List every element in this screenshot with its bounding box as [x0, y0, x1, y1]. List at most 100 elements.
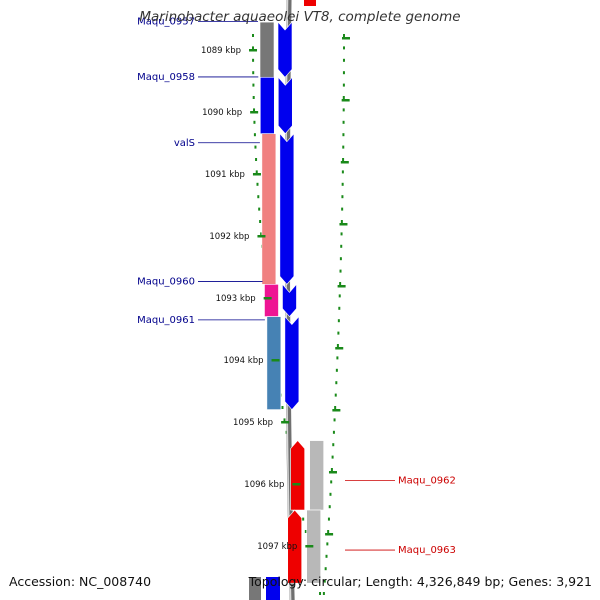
- ruler-dot-right: [335, 381, 338, 385]
- ruler-dot-right: [342, 96, 345, 99]
- ruler-dot-right: [330, 468, 333, 471]
- gene-strand-arrow: [290, 440, 305, 511]
- ruler-tick-left: [292, 483, 301, 486]
- ruler-tick-right: [341, 99, 350, 102]
- ruler-tick-right: [328, 471, 337, 474]
- ruler-dot-right: [342, 58, 345, 62]
- gene-strand-arrow: [287, 509, 303, 584]
- ruler-dot-right: [326, 542, 329, 546]
- ruler-dot-left: [302, 517, 305, 521]
- ruler-dot-left: [254, 145, 257, 149]
- ruler-dot-right: [341, 170, 344, 174]
- ruler-dot-left: [256, 182, 259, 186]
- ruler-dot-right: [337, 331, 340, 335]
- ruler-tick-left: [250, 111, 259, 114]
- ruler-tick-left: [281, 421, 290, 424]
- ruler-tick-label: 1090 kbp: [202, 108, 242, 118]
- ruler-dot-right: [342, 108, 345, 112]
- ruler-dot-left: [281, 406, 284, 409]
- gene-class-bar: [261, 133, 277, 285]
- ruler-tick-label: 1097 kbp: [257, 542, 297, 552]
- ruler-dot-left: [252, 58, 255, 62]
- ruler-dot-right: [340, 244, 343, 248]
- ruler-dot-right: [325, 554, 328, 558]
- ruler-tick-right: [337, 285, 346, 288]
- ruler-tick-left: [305, 545, 314, 548]
- ruler-dot-left: [259, 220, 262, 223]
- ruler-dot-right: [334, 393, 337, 397]
- ruler-dot-right: [329, 492, 332, 496]
- ruler-dot-left: [253, 120, 256, 124]
- ruler-dot-right: [328, 505, 331, 509]
- ruler-dot-right: [338, 306, 341, 310]
- ruler-ticks: 1089 kbp 1090 kbp 1091 kbp 1092 kbp 1093 kbp…: [201, 37, 350, 552]
- ruler-dot-left: [253, 108, 256, 112]
- ruler-dot-right: [342, 71, 345, 75]
- ruler-dot-left: [252, 34, 255, 37]
- gene-strand-arrow: [284, 315, 300, 411]
- ruler-dot-right: [332, 443, 335, 447]
- gene-label: Maqu_0958: [137, 72, 195, 83]
- ruler-dot-left: [255, 170, 258, 174]
- ruler-dot-left: [304, 530, 307, 533]
- gene-class-bar: [266, 316, 282, 410]
- ruler-dot-right: [332, 430, 335, 434]
- ruler-dot-left: [253, 133, 256, 137]
- partial-gene-bottom-strand: [266, 577, 280, 600]
- ruler-dot-right: [322, 592, 325, 595]
- gene-label: Maqu_0962: [398, 476, 456, 487]
- ruler-dot-right: [342, 133, 345, 137]
- gene-class-bar: [259, 21, 275, 78]
- accession-text: Accession: NC_008740: [9, 574, 152, 589]
- ruler-dot-right: [339, 269, 342, 273]
- map-title: Marinobacter aquaeolei VT8, complete gen…: [139, 9, 461, 25]
- ruler-tick-right: [335, 347, 344, 350]
- ruler-dot-left: [252, 46, 255, 50]
- ruler-tick-left: [271, 359, 280, 362]
- ruler-tick-left: [252, 173, 261, 176]
- ruler-dot-right: [338, 294, 341, 298]
- ruler-dot-right: [342, 46, 345, 50]
- gene-class-bar: [309, 440, 324, 511]
- ruler-tick-left: [249, 49, 258, 52]
- ruler-dot-right: [335, 368, 338, 372]
- gene-label: Maqu_0963: [398, 545, 456, 556]
- gene-label: valS: [174, 138, 195, 149]
- ruler-dot-right: [339, 282, 342, 285]
- gene-label: Maqu_0960: [137, 277, 195, 288]
- ruler-dot-right: [336, 356, 339, 360]
- ruler-dot-right: [339, 257, 342, 261]
- ruler-dot-left: [252, 96, 255, 99]
- ruler-dot-right: [342, 83, 345, 87]
- ruler-tick-right: [341, 37, 350, 40]
- ruler-dot-right: [334, 406, 337, 409]
- ruler-dot-right: [333, 418, 336, 422]
- ruler-dot-left: [257, 195, 260, 199]
- ruler-dot-right: [337, 319, 340, 323]
- ruler-dot-right: [342, 34, 345, 37]
- ruler-tick-label: 1093 kbp: [216, 294, 256, 304]
- ruler-dot-right: [340, 232, 343, 236]
- ruler-tick-label: 1096 kbp: [244, 480, 284, 490]
- ruler-dot-left: [252, 83, 255, 87]
- ruler-dot-left: [260, 232, 263, 236]
- ruler-dot-left: [258, 207, 261, 211]
- gene-strand-arrow: [279, 132, 295, 285]
- gene-strand-arrow: [277, 76, 293, 135]
- gene-class-bar: [259, 76, 275, 134]
- ruler-dot-right: [324, 567, 327, 571]
- ruler-dot-right: [330, 480, 333, 484]
- ruler-dot-right: [341, 182, 344, 186]
- gene-label: Maqu_0961: [137, 315, 195, 326]
- partial-gene-bottom-class: [249, 577, 261, 600]
- gene-strand-arrow: [282, 283, 297, 318]
- topology-text: Topology: circular; Length: 4,326,849 bp…: [248, 574, 592, 589]
- ruler-dot-right: [327, 517, 330, 521]
- gene-tracks: [249, 0, 324, 600]
- ruler-dot-right: [342, 158, 345, 161]
- ruler-dot-right: [331, 455, 334, 459]
- partial-gene-top: [304, 0, 316, 6]
- ruler-dot-left: [319, 592, 322, 595]
